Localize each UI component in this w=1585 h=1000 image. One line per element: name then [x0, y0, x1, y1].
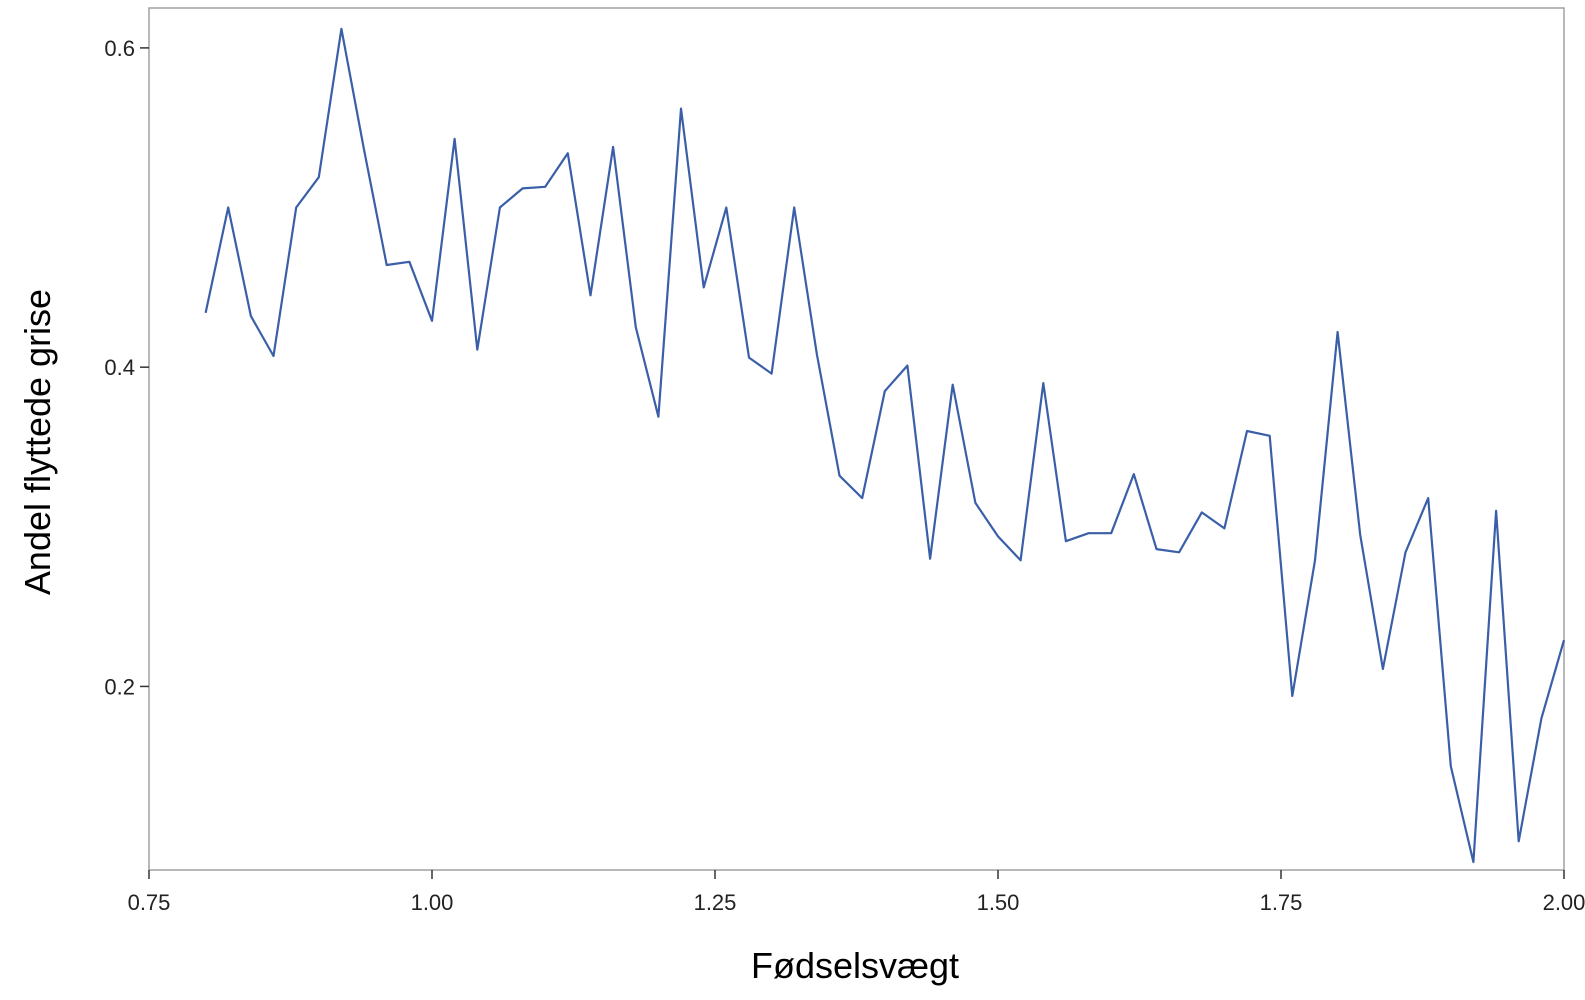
y-axis: 0.2 0.4 0.6 [104, 36, 149, 699]
x-tick-label: 2.00 [1543, 890, 1585, 915]
x-tick-label: 1.50 [977, 890, 1020, 915]
y-tick-label: 0.2 [104, 674, 135, 699]
x-tick-label: 1.75 [1260, 890, 1303, 915]
plot-frame [148, 7, 1565, 871]
x-tick-label: 0.75 [128, 890, 171, 915]
series-line [204, 27, 1566, 864]
x-axis-title: Fødselsvægt [751, 945, 959, 986]
y-tick-label: 0.6 [104, 36, 135, 61]
x-tick-label: 1.00 [411, 890, 454, 915]
x-axis: 0.75 1.00 1.25 1.50 1.75 2.00 [128, 870, 1585, 915]
y-tick-label: 0.4 [104, 355, 135, 380]
x-tick-label: 1.25 [694, 890, 737, 915]
y-axis-title: Andel flyttede grise [17, 289, 58, 595]
